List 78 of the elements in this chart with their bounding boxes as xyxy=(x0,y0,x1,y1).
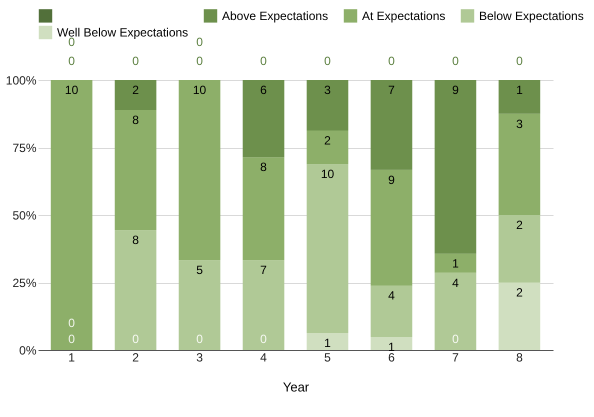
x-tick-label: 1 xyxy=(68,350,76,364)
annotation: 5 xyxy=(196,263,204,278)
annotation: 2 xyxy=(132,83,140,97)
legend-label: Above Expectations xyxy=(222,8,328,23)
legend-label: At Expectations xyxy=(362,8,446,23)
bar xyxy=(242,260,284,350)
annotation: 1 xyxy=(324,336,332,350)
annotation: 8 xyxy=(260,160,268,174)
annotation: 3 xyxy=(516,116,524,131)
annotation: 9 xyxy=(452,83,460,97)
bar xyxy=(242,80,284,158)
annotation: 0 xyxy=(452,54,460,68)
y-tick-label: 0% xyxy=(19,344,37,358)
bar xyxy=(434,80,476,254)
x-tick-label: 8 xyxy=(516,350,524,364)
y-tick-label: 100% xyxy=(6,74,37,88)
bar xyxy=(114,80,156,110)
bar xyxy=(306,332,348,350)
annotation: 0 xyxy=(452,332,460,346)
bar xyxy=(178,80,220,260)
annotation: 0 xyxy=(68,332,76,346)
bar xyxy=(370,286,412,338)
x-tick-label: 4 xyxy=(260,350,268,364)
bar xyxy=(370,80,412,170)
annotation: 4 xyxy=(388,288,396,303)
annotation: 10 xyxy=(320,167,334,182)
bar xyxy=(242,157,284,260)
annotation: 0 xyxy=(324,54,332,68)
x-tick-label: 6 xyxy=(388,350,396,364)
annotation: 0 xyxy=(260,54,268,68)
annotation: 2 xyxy=(516,286,524,300)
annotation: 9 xyxy=(388,172,396,187)
annotation: 0 xyxy=(196,54,204,68)
annotation: 8 xyxy=(132,112,140,127)
annotation: 0 xyxy=(388,54,396,68)
x-tick-label: 5 xyxy=(324,350,332,364)
annotation: 10 xyxy=(64,83,79,97)
x-tick-label: 3 xyxy=(196,350,204,364)
annotation: 7 xyxy=(388,83,396,97)
annotation: 0 xyxy=(516,54,524,68)
bar xyxy=(370,170,412,286)
bar xyxy=(498,80,540,114)
y-tick-label: 25% xyxy=(12,276,37,290)
annotation: 3 xyxy=(324,83,332,97)
x-tick-label: 7 xyxy=(452,350,460,364)
annotation: 10 xyxy=(192,83,207,97)
bar xyxy=(498,282,540,350)
bar xyxy=(434,254,476,273)
bar xyxy=(306,164,348,333)
bar xyxy=(306,80,348,130)
annotation: 2 xyxy=(324,133,332,148)
bar xyxy=(178,260,220,350)
y-tick-label: 50% xyxy=(12,208,37,222)
bar xyxy=(50,80,92,350)
annotation: 8 xyxy=(132,233,140,248)
annotation: 0 xyxy=(68,316,76,330)
bar xyxy=(498,114,540,215)
annotation: 0 xyxy=(196,332,204,346)
bar xyxy=(434,272,476,350)
annotation: 0 xyxy=(196,35,204,50)
bar xyxy=(114,110,156,230)
bar xyxy=(306,130,348,164)
annotation: 4 xyxy=(452,276,460,290)
x-tick-label: 2 xyxy=(132,350,140,364)
bar xyxy=(114,230,156,350)
annotation: 2 xyxy=(516,218,524,232)
y-tick-label: 75% xyxy=(12,141,37,155)
annotation: 0 xyxy=(132,54,140,68)
annotation: 7 xyxy=(260,263,268,278)
bar xyxy=(498,215,540,282)
annotation: 1 xyxy=(452,256,460,271)
x-axis-title: Year xyxy=(282,380,310,394)
annotation: 0 xyxy=(68,54,76,68)
annotation: 6 xyxy=(260,83,268,97)
annotation: 1 xyxy=(516,83,524,97)
legend-label: Below Expectations xyxy=(479,8,584,23)
annotation: 0 xyxy=(260,332,268,346)
annotation: 0 xyxy=(132,332,140,346)
